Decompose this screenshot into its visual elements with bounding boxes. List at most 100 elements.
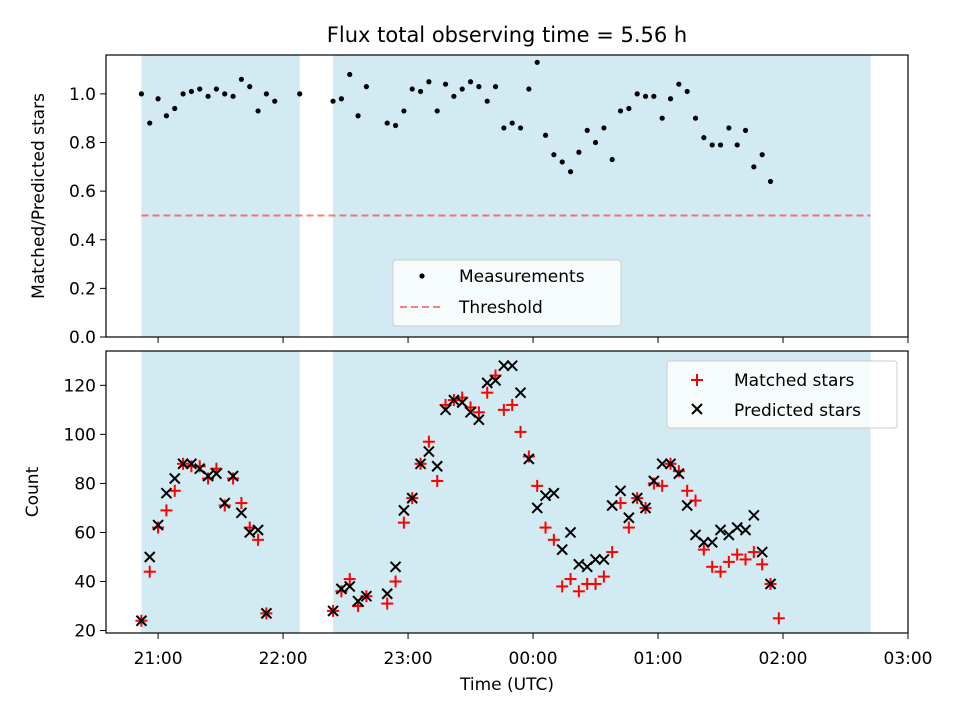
- matched-point: [722, 555, 735, 568]
- measurement-point: [751, 164, 757, 170]
- measurement-point: [634, 91, 640, 97]
- predicted-point: [531, 502, 543, 514]
- predicted-point: [473, 413, 485, 426]
- measurement-point: [147, 120, 153, 126]
- matched-point: [714, 565, 727, 578]
- measurement-point: [551, 152, 557, 158]
- measurement-point: [659, 115, 665, 121]
- matched-point: [756, 558, 769, 571]
- measurement-point: [626, 105, 632, 112]
- plot-frame: [105, 54, 909, 338]
- measurement-point: [409, 86, 415, 92]
- measurement-point: [684, 88, 690, 95]
- predicted-point: [210, 467, 223, 480]
- y-tick-label: 0.8: [69, 134, 96, 154]
- measurement-point: [363, 84, 369, 90]
- measurement-point: [451, 93, 457, 99]
- measurement-point: [330, 98, 336, 104]
- measurement-point: [263, 91, 269, 97]
- predicted-point: [448, 394, 460, 406]
- measurement-point: [484, 98, 490, 104]
- legend-label-threshold: Threshold: [458, 298, 543, 318]
- predicted-point: [606, 499, 618, 512]
- matched-point: [397, 516, 410, 529]
- predicted-point: [556, 543, 568, 556]
- matched-point: [681, 484, 694, 497]
- measurement-point: [180, 91, 186, 97]
- measurement-point: [742, 127, 749, 133]
- matched-point: [193, 460, 206, 473]
- legend-marker-measurements: [419, 273, 425, 279]
- predicted-point: [439, 404, 452, 416]
- x-tick-label: 01:00: [634, 649, 683, 669]
- legend-label-predicted: Predicted stars: [734, 401, 861, 421]
- measurement-point: [172, 105, 178, 112]
- count-plot: 20 40 60 80 100 120 21:00 22:00 23:00 00:00 01:00…: [23, 350, 933, 695]
- predicted-point: [739, 524, 752, 536]
- measurement-point: [213, 86, 220, 92]
- legend: Matched stars Predicted stars: [666, 360, 898, 429]
- measurement-point: [617, 108, 624, 114]
- measurement-point: [384, 120, 390, 126]
- measurement-point: [230, 93, 236, 99]
- predicted-point: [244, 526, 256, 539]
- matched-point: [497, 403, 510, 416]
- predicted-point: [714, 524, 727, 536]
- matched-point: [697, 543, 710, 556]
- measurement-point: [417, 88, 424, 95]
- predicted-point: [598, 553, 610, 566]
- predicted-point: [423, 445, 435, 458]
- measurement-point: [642, 93, 649, 99]
- predicted-point: [260, 607, 273, 620]
- matched-point: [572, 585, 585, 598]
- measurement-point: [592, 139, 599, 146]
- legend-box: [392, 259, 622, 327]
- measurement-point: [355, 113, 361, 119]
- predicted-point: [381, 588, 393, 600]
- predicted-point: [631, 492, 643, 504]
- measurement-point: [667, 96, 674, 102]
- predicted-point: [623, 512, 635, 524]
- y-tick-label: 100: [64, 425, 96, 445]
- observing-spans: [141, 351, 871, 633]
- predicted-point: [648, 475, 660, 487]
- matched-point: [622, 521, 635, 534]
- predicted-point: [389, 561, 402, 573]
- matched-point: [472, 406, 485, 419]
- predicted-point: [731, 521, 743, 534]
- y-axis-label: Count: [23, 466, 43, 517]
- predicted-point: [185, 458, 198, 470]
- ratio-plot: 0.0 0.2 0.4 0.6 0.8 1.0 Matched/Predicted sta…: [29, 54, 909, 348]
- predicted-point: [219, 497, 231, 509]
- predicted-point: [656, 458, 668, 470]
- predicted-point: [152, 519, 164, 531]
- predicted-point: [764, 578, 777, 590]
- matched-point: [389, 575, 402, 588]
- measurement-point: [163, 113, 170, 119]
- y-tick-label: 20: [74, 622, 96, 642]
- predicted-point: [564, 526, 577, 539]
- measurement-point: [717, 142, 724, 148]
- predicted-point: [360, 590, 373, 602]
- measurement-point: [509, 120, 515, 126]
- y-tick-label: 0.4: [69, 231, 96, 251]
- predicted-point: [573, 558, 585, 571]
- matched-point: [672, 465, 685, 478]
- predicted-point: [706, 536, 718, 548]
- x-tick-label: 00:00: [509, 649, 558, 669]
- predicted-point: [352, 595, 364, 607]
- measurement-point: [255, 108, 261, 114]
- matched-point: [227, 472, 240, 485]
- measurement-point: [759, 152, 765, 158]
- y-axis: 20 40 60 80 100 120: [64, 376, 106, 642]
- predicted-point: [756, 546, 768, 558]
- predicted-point: [406, 492, 418, 504]
- matched-point: [168, 484, 181, 497]
- predicted-point: [673, 467, 685, 480]
- matched-point: [614, 497, 627, 510]
- matched-point: [531, 479, 544, 492]
- predicted-point: [748, 509, 760, 522]
- measurement-point: [601, 125, 607, 131]
- predicted-point: [398, 504, 410, 517]
